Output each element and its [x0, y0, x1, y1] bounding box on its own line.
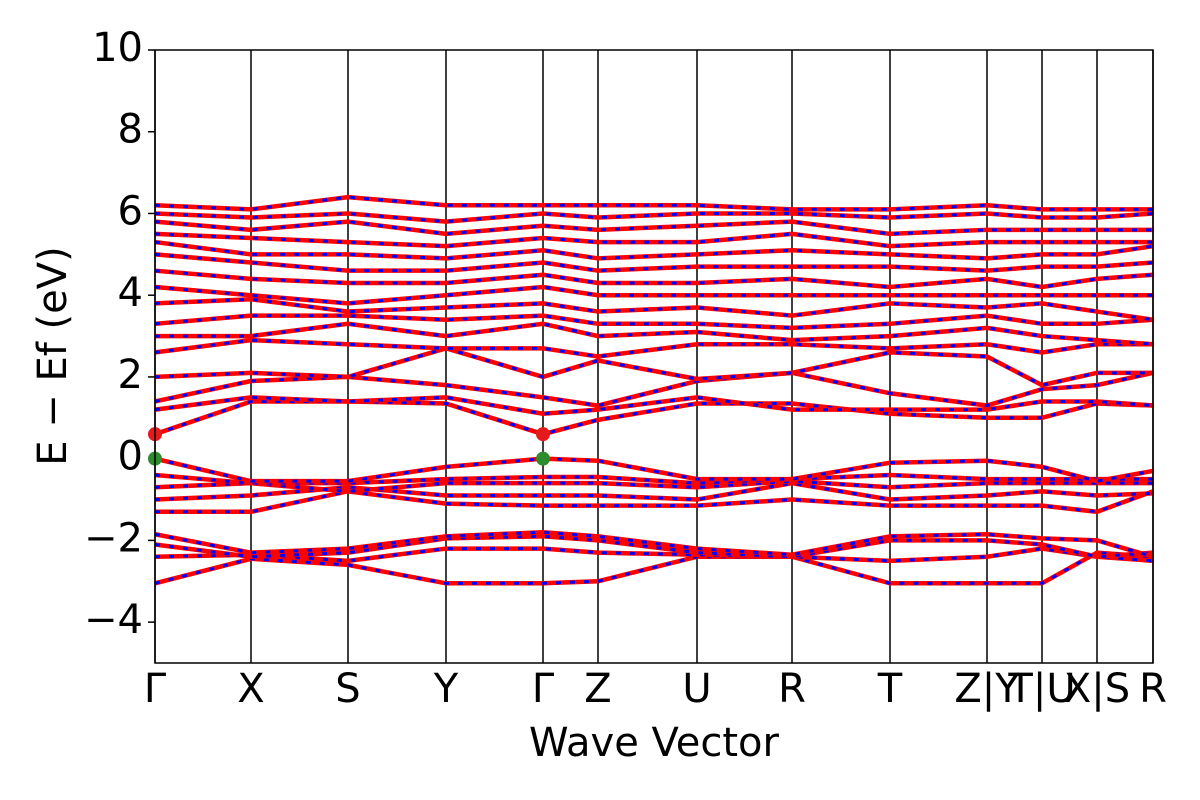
- band-line: [154, 337, 1153, 359]
- band-line: [154, 239, 1154, 261]
- x-tick-label: Y: [433, 666, 459, 712]
- extremum-marker: [536, 427, 550, 442]
- band-line: [154, 194, 1153, 212]
- band-line: [154, 211, 1154, 224]
- extremum-marker: [536, 451, 550, 466]
- band-line: [154, 231, 1153, 249]
- x-axis-label: Wave Vector: [529, 720, 780, 766]
- band-line: [154, 529, 1154, 559]
- x-tick-label: X: [237, 666, 264, 712]
- band-line: [154, 395, 1154, 416]
- band-line: [154, 284, 1153, 306]
- x-tick-label: Γ: [144, 666, 167, 712]
- y-tick-label: −4: [84, 597, 143, 643]
- y-axis-label: E − Ef (eV): [30, 246, 76, 465]
- band-line: [154, 313, 1154, 331]
- band-line: [155, 321, 1154, 347]
- band-line: [154, 534, 1154, 560]
- x-tick-label: X|S: [1064, 666, 1130, 712]
- y-tick-label: 4: [118, 270, 143, 316]
- y-tick-label: −2: [84, 515, 143, 561]
- x-tick-label: T: [877, 666, 903, 712]
- x-tick-label: T|U: [1007, 666, 1075, 712]
- x-tick-label: Z|Y: [954, 666, 1020, 712]
- x-tick-label: Z: [584, 666, 611, 712]
- band-line-overlay: [154, 457, 1154, 483]
- y-tick-label: 8: [118, 107, 143, 153]
- band-line: [154, 345, 1153, 388]
- x-tick-label: Γ: [532, 666, 555, 712]
- y-tick-label: 10: [92, 25, 143, 71]
- y-tick-label: 6: [118, 188, 143, 234]
- y-tick-label: 2: [118, 352, 143, 398]
- band-line: [154, 252, 1154, 273]
- band-line: [154, 478, 1153, 494]
- band-line: [154, 480, 1154, 502]
- band-line: [154, 219, 1153, 237]
- band-line: [154, 268, 1154, 290]
- y-tick-label: 0: [118, 434, 143, 480]
- x-tick-label: S: [335, 666, 360, 712]
- x-tick-label: U: [682, 666, 711, 712]
- x-tick-label: R: [1139, 666, 1167, 712]
- band-line: [154, 297, 1154, 322]
- x-tick-label: R: [778, 666, 806, 712]
- plot-frame: [154, 49, 1154, 664]
